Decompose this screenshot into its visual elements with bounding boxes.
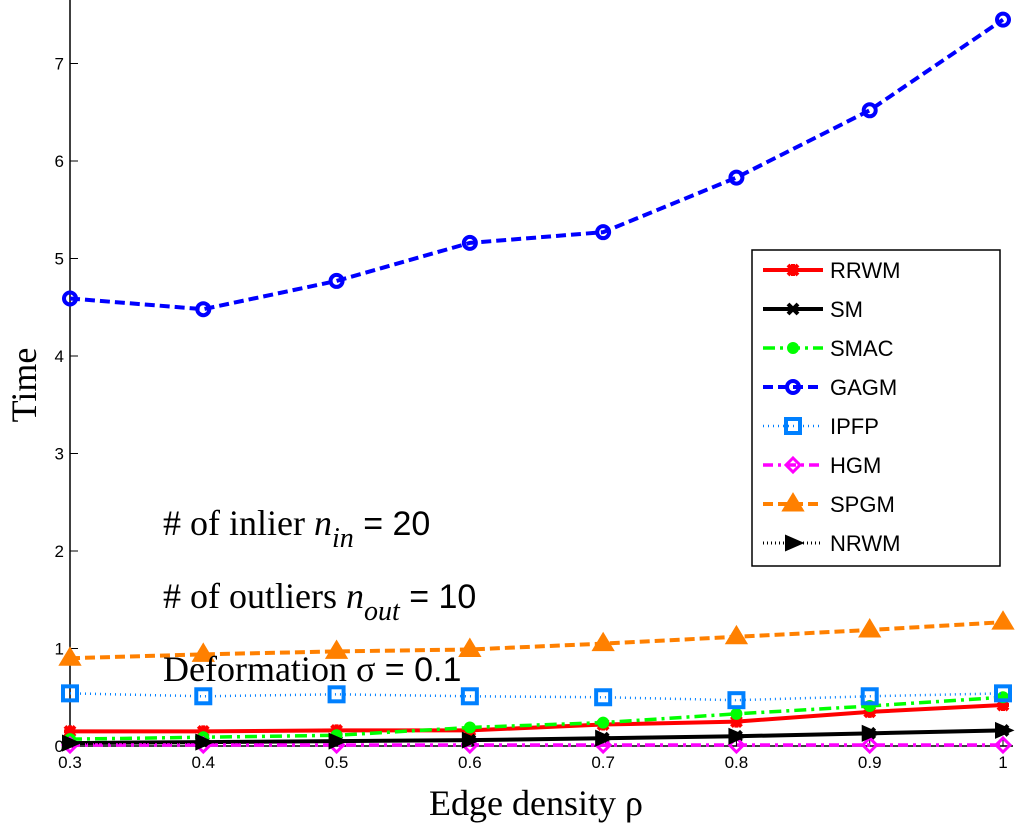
data-point xyxy=(996,698,1010,712)
legend-marker xyxy=(786,263,800,277)
legend-marker xyxy=(783,455,803,475)
series-ipfp xyxy=(61,684,1012,710)
x-tick-label: 0.7 xyxy=(591,753,615,772)
data-point xyxy=(463,721,476,734)
legend-marker xyxy=(784,417,802,435)
data-point xyxy=(328,272,345,289)
y-tick-label: 4 xyxy=(55,347,64,366)
data-point xyxy=(861,724,882,742)
data-point xyxy=(194,687,213,706)
data-point xyxy=(730,715,743,729)
data-point xyxy=(58,646,82,666)
data-point xyxy=(327,685,346,704)
data-point xyxy=(63,724,77,738)
data-point xyxy=(727,691,746,710)
legend-label: RRWM xyxy=(830,258,900,283)
annotation: # of outliers nout = 10 xyxy=(163,576,476,627)
legend-label: HGM xyxy=(830,453,881,478)
legend-item: NRWM xyxy=(763,531,900,556)
data-point xyxy=(858,618,882,638)
y-tick-label: 2 xyxy=(55,542,64,561)
legend-marker xyxy=(781,492,805,512)
x-tick-label: 0.4 xyxy=(191,753,215,772)
y-tick-label: 3 xyxy=(55,445,64,464)
series-line xyxy=(69,695,1004,741)
x-axis-label: Edge density ρ xyxy=(429,783,643,823)
data-point xyxy=(324,639,349,659)
legend-item: IPFP xyxy=(763,414,879,439)
data-point xyxy=(724,624,749,645)
data-point xyxy=(458,637,482,657)
data-point xyxy=(993,735,1013,755)
y-tick-label: 6 xyxy=(55,152,64,171)
data-point xyxy=(594,688,613,707)
data-point xyxy=(591,631,615,652)
legend-label: SM xyxy=(830,297,863,322)
data-point xyxy=(195,733,215,751)
series-line xyxy=(69,17,1005,312)
data-point xyxy=(728,727,748,745)
legend-item: GAGM xyxy=(763,375,897,400)
legend-item: SMAC xyxy=(763,336,894,361)
legend-marker xyxy=(786,302,800,316)
annotation: Deformation σ = 0.1 xyxy=(163,649,461,689)
legend-marker xyxy=(785,379,801,395)
data-point xyxy=(860,687,879,706)
series-line xyxy=(69,620,1004,661)
data-point xyxy=(461,731,482,749)
legend-box xyxy=(751,249,1001,567)
y-tick-label: 5 xyxy=(55,250,64,269)
legend-label: NRWM xyxy=(830,531,900,556)
legend-label: SPGM xyxy=(830,492,895,517)
data-point xyxy=(461,234,478,251)
data-point xyxy=(861,102,878,119)
data-point xyxy=(995,721,1015,739)
x-tick-label: 0.9 xyxy=(858,753,882,772)
legend-label: IPFP xyxy=(830,414,879,439)
series-line xyxy=(70,703,1004,734)
data-point xyxy=(191,642,215,662)
data-point xyxy=(595,729,615,747)
legend-marker xyxy=(785,534,805,552)
data-point xyxy=(328,732,349,750)
data-point xyxy=(460,687,479,706)
data-point xyxy=(991,610,1015,630)
legend-item: SM xyxy=(763,297,863,322)
legend-label: GAGM xyxy=(830,375,897,400)
legend-item: RRWM xyxy=(763,258,900,283)
data-point xyxy=(61,684,79,703)
x-tick-label: 0.8 xyxy=(725,753,749,772)
data-point xyxy=(62,290,78,307)
data-point xyxy=(730,707,743,720)
annotation: # of inlier nin = 20 xyxy=(163,503,430,554)
series-line xyxy=(69,728,1004,746)
series-nrwm xyxy=(62,721,1015,752)
legend: RRWM SM SMAC GAGM IPFP HGM SPGM NRWM xyxy=(751,249,1001,567)
y-axis-label: Time xyxy=(4,348,44,423)
data-point xyxy=(994,684,1012,703)
y-tick-label: 0 xyxy=(55,737,64,756)
x-tick-label: 0.3 xyxy=(58,753,82,772)
legend-marker xyxy=(787,342,799,354)
series-spgm xyxy=(58,610,1015,666)
legend-label: SMAC xyxy=(830,336,894,361)
data-point xyxy=(995,11,1011,28)
x-tick-label: 0.5 xyxy=(325,753,349,772)
data-point xyxy=(595,224,612,241)
data-point xyxy=(860,735,879,755)
legend-item: SPGM xyxy=(763,492,895,517)
x-tick-label: 0.6 xyxy=(458,753,482,772)
series-gagm xyxy=(62,11,1011,318)
data-point xyxy=(62,734,82,752)
x-tick-label: 1 xyxy=(998,753,1007,772)
data-point xyxy=(728,169,745,186)
data-point xyxy=(597,716,610,729)
series-line xyxy=(69,692,1004,702)
legend-item: HGM xyxy=(763,453,881,478)
y-tick-label: 7 xyxy=(55,55,64,74)
data-point xyxy=(195,301,212,318)
y-tick-label: 1 xyxy=(55,640,64,659)
